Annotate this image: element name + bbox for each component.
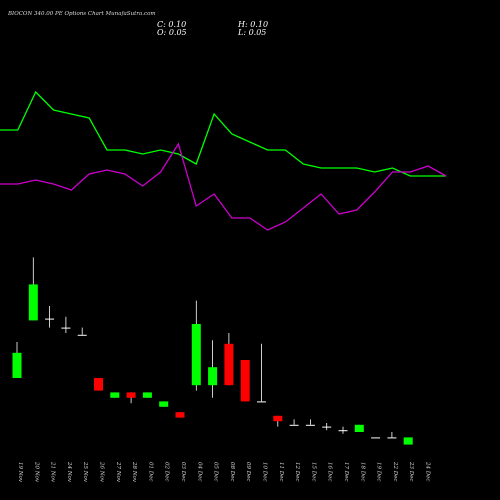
x-tick-label: 18 Dec: [359, 462, 365, 482]
candle-body: [77, 334, 87, 336]
candle-body: [208, 367, 218, 386]
indicator-line-1: [0, 90, 446, 177]
x-tick-label: 20 Nov: [33, 461, 39, 483]
x-tick-label: 17 Dec: [343, 462, 349, 482]
x-tick-label: 01 Dec: [147, 462, 153, 482]
x-tick-label: 16 Dec: [327, 462, 333, 482]
low-value: L: 0.05: [238, 28, 267, 37]
candle-body: [191, 324, 201, 386]
x-tick-label: 05 Dec: [213, 462, 219, 482]
candle-body: [240, 360, 250, 402]
indicator-line-2: [0, 142, 447, 231]
x-tick-label: 19 Dec: [376, 462, 382, 482]
candle-body: [28, 284, 38, 321]
candle-body: [94, 378, 103, 391]
candle-body: [126, 392, 136, 398]
candle-body: [371, 437, 381, 439]
candle-body: [224, 343, 234, 386]
candle-body: [45, 318, 55, 320]
x-tick-label: 12 Dec: [294, 462, 300, 482]
candle-body: [110, 392, 120, 398]
candle-body: [257, 401, 266, 403]
x-tick-label: 23 Dec: [408, 461, 414, 482]
candle-body: [142, 392, 152, 398]
x-tick-label: 27 Nov: [115, 461, 121, 483]
high-value: H: 0.10: [238, 20, 269, 29]
x-tick-label: 03 Dec: [180, 462, 186, 482]
x-tick-label: 08 Dec: [229, 462, 235, 482]
x-tick-label: 02 Dec: [164, 462, 170, 482]
open-value: O: 0.05: [157, 28, 187, 37]
x-tick-label: 09 Dec: [245, 462, 251, 482]
x-tick-label: 28 Nov: [131, 461, 137, 483]
x-tick-label: 19 Nov: [17, 462, 23, 483]
candle-body: [273, 415, 283, 422]
x-tick-label: 10 Dec: [262, 462, 268, 482]
close-value: C: 0.10: [157, 20, 187, 29]
candle-body: [387, 437, 397, 439]
candle-body: [289, 424, 299, 426]
candle-body: [159, 401, 169, 407]
candle-body: [12, 352, 22, 378]
x-tick-label: 26 Nov: [99, 461, 105, 483]
x-tick-label: 24 Nov: [66, 461, 72, 483]
x-tick-label: 04 Dec: [196, 462, 202, 482]
candle-body: [354, 424, 364, 432]
x-tick-label: 24 Dec: [425, 461, 431, 482]
x-tick-label: 25 Nov: [82, 461, 88, 483]
chart-title: BIOCON 340.00 PE Options Chart MunafaSut…: [8, 11, 156, 17]
x-tick-label: 22 Dec: [392, 461, 398, 482]
candle-body: [338, 430, 348, 432]
x-tick-label: 11 Dec: [278, 462, 284, 482]
candle-body: [403, 437, 413, 445]
x-tick-label: 15 Dec: [310, 462, 316, 482]
candle-body: [175, 412, 185, 418]
candle-body: [322, 426, 332, 428]
candle-body: [61, 327, 71, 329]
candle-body: [305, 424, 315, 426]
x-tick-label: 21 Nov: [50, 461, 56, 483]
